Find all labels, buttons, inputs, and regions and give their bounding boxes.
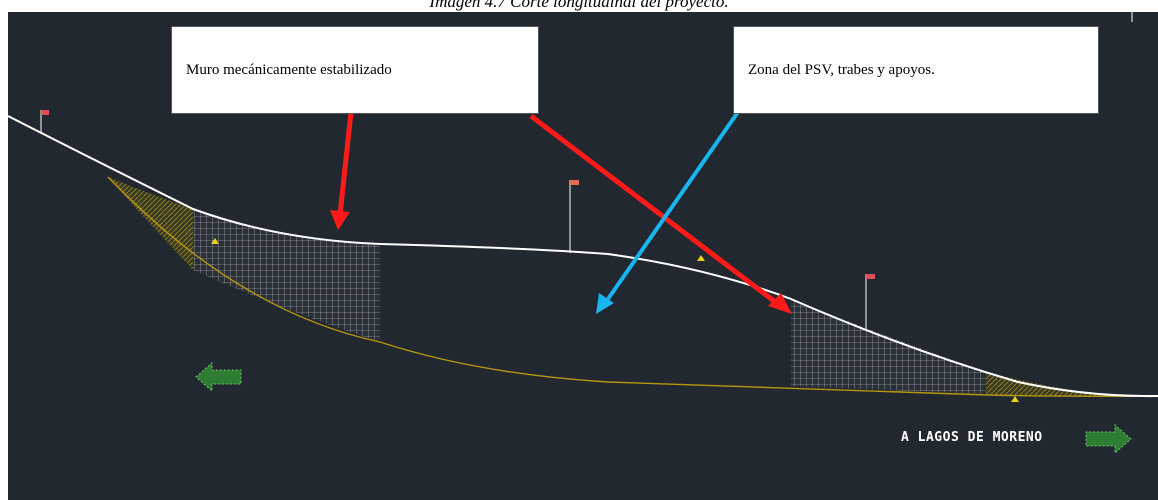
callout-psv-zone: Zona del PSV, trabes y apoyos. bbox=[733, 26, 1099, 114]
longitudinal-section-drawing bbox=[8, 12, 1158, 455]
right-direction-arrow-icon bbox=[1085, 423, 1132, 455]
callout-mse-wall: Muro mecánicamente estabilizado bbox=[171, 26, 539, 114]
left-mse-wall bbox=[193, 209, 380, 342]
direction-label: A LAGOS DE MORENO bbox=[901, 430, 1043, 445]
cad-drawing-area: Muro mecánicamente estabilizado Zona del… bbox=[8, 12, 1158, 500]
left-fill-slope bbox=[108, 177, 193, 270]
right-fill-slope bbox=[986, 372, 1108, 397]
callout-psv-zone-text: Zona del PSV, trabes y apoyos. bbox=[748, 61, 935, 78]
marker-triangle-1 bbox=[211, 238, 219, 244]
marker-triangle-3 bbox=[1011, 396, 1019, 402]
left-direction-arrow-icon bbox=[195, 361, 242, 393]
right-mse-wall bbox=[791, 299, 986, 394]
marker-triangle-2 bbox=[697, 255, 705, 261]
terrain-line bbox=[107, 176, 1158, 398]
road-profile-line bbox=[8, 115, 1158, 398]
callout-mse-wall-text: Muro mecánicamente estabilizado bbox=[186, 61, 392, 78]
red-arrow-left bbox=[330, 111, 354, 230]
red-arrow-right bbox=[529, 114, 792, 314]
flag-icon-2 bbox=[569, 180, 579, 253]
figure-caption: Imagen 4.7 Corte longitudinal del proyec… bbox=[429, 0, 729, 11]
blue-arrow bbox=[596, 110, 740, 314]
flag-icon-1 bbox=[40, 110, 49, 132]
flag-icon-3 bbox=[865, 274, 875, 330]
